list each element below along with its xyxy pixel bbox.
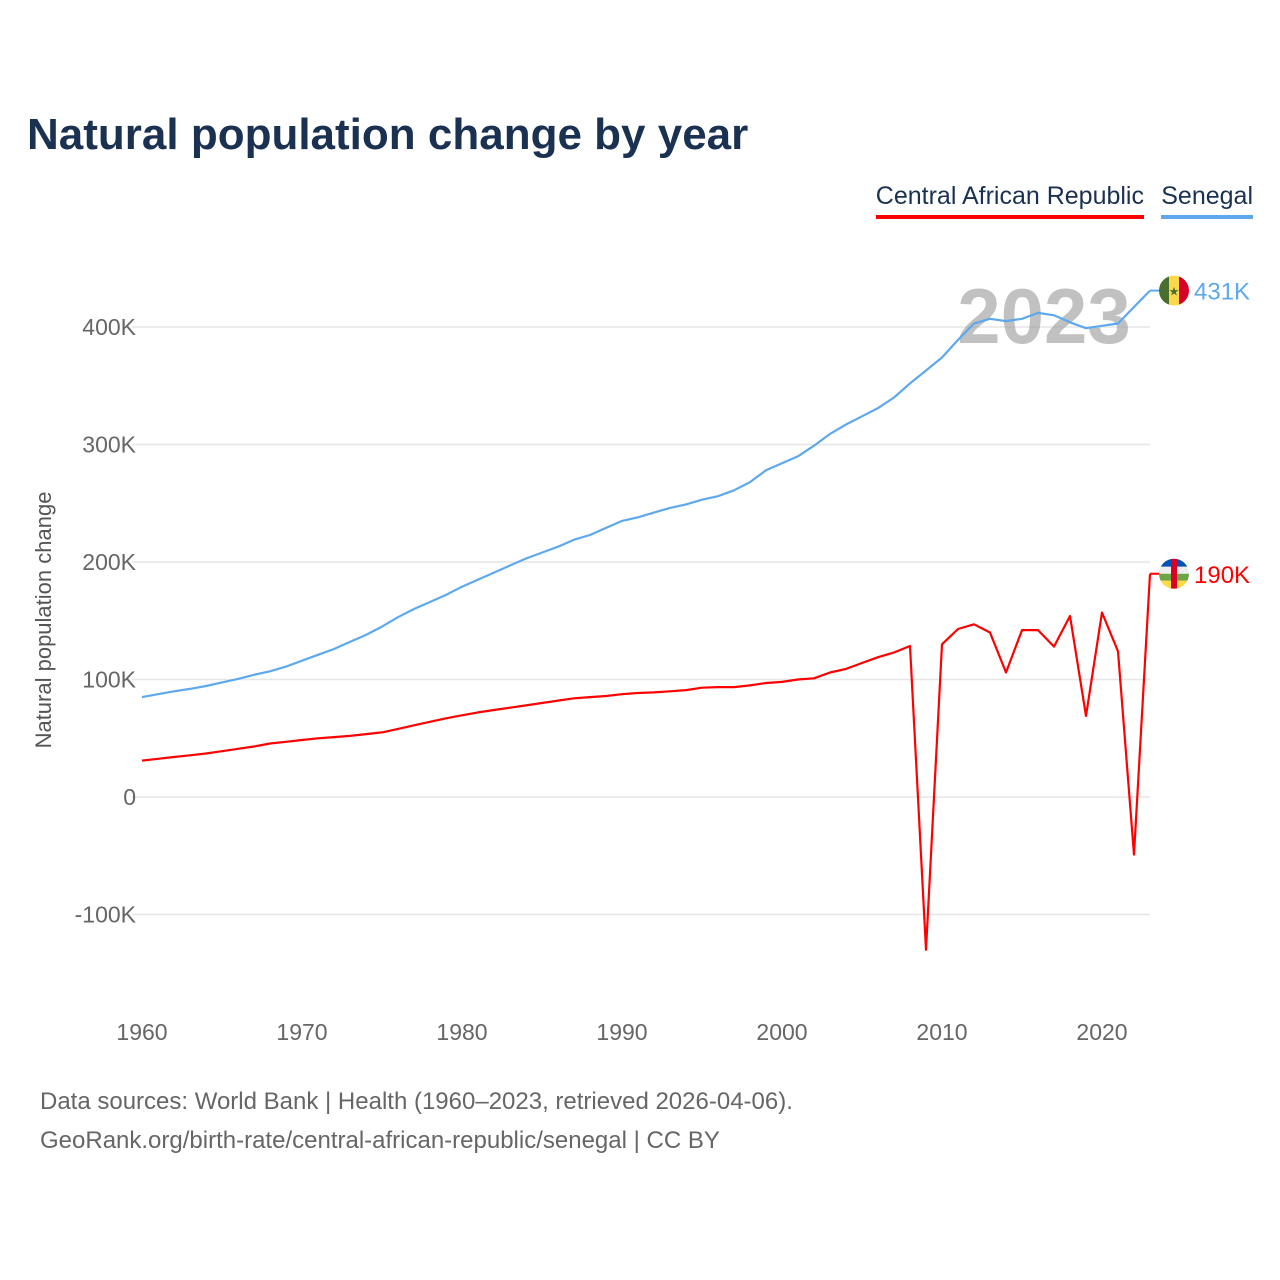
x-tick-label: 1970 [276,1019,327,1045]
central-african-republic-flag-icon [1159,558,1189,589]
y-tick-label: 300K [82,432,136,458]
x-tick-label: 2000 [756,1019,807,1045]
svg-text:★: ★ [1169,285,1180,299]
y-tick-label: 200K [82,549,136,575]
x-tick-label: 1990 [596,1019,647,1045]
y-tick-label: 100K [82,667,136,693]
x-tick-label: 1980 [436,1019,487,1045]
y-tick-label: 400K [82,314,136,340]
senegal-flag-icon: ★ [1159,275,1189,306]
y-tick-label: -100K [75,902,137,928]
footer-link[interactable]: GeoRank.org/birth-rate/central-african-r… [40,1127,720,1154]
x-tick-label: 2010 [916,1019,967,1045]
legend-central-african-republic[interactable]: Central African Republic [875,182,1144,219]
end-value-label: 190K [1194,562,1250,589]
y-tick-label: 0 [123,784,136,810]
x-tick-label: 2020 [1076,1019,1127,1045]
series-line-senegal [141,289,1151,699]
x-tick-label: 1960 [116,1019,167,1045]
year-watermark: 2023 [957,272,1131,360]
series-line-car [141,573,1152,951]
footer-sources: Data sources: World Bank | Health (1960–… [40,1088,793,1115]
end-value-label: 431K [1194,279,1250,306]
legend-senegal[interactable]: Senegal [1161,182,1253,219]
page-title: Natural population change by year [27,110,749,159]
